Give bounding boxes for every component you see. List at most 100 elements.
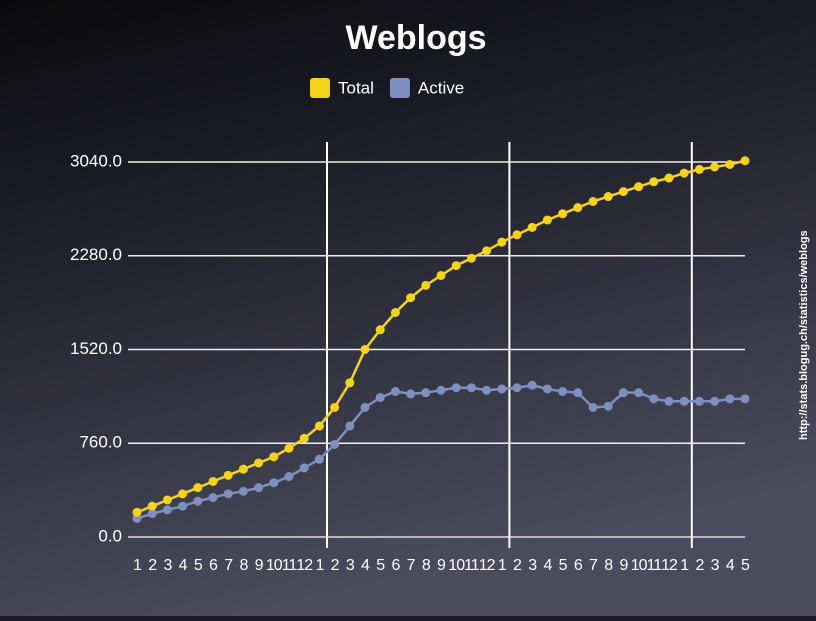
- data-point: [451, 261, 461, 271]
- data-point: [132, 513, 142, 523]
- data-point: [725, 394, 735, 404]
- data-point: [436, 385, 446, 395]
- data-point: [284, 443, 294, 453]
- x-tick-label: 10: [448, 557, 465, 574]
- x-tick-label: 6: [209, 557, 218, 574]
- data-point: [193, 496, 203, 506]
- legend-label: Active: [418, 78, 464, 97]
- data-point: [527, 222, 537, 232]
- data-point: [497, 384, 507, 394]
- x-tick-label: 10: [266, 557, 283, 574]
- data-point: [162, 505, 172, 515]
- data-point: [725, 159, 735, 169]
- x-tick-label: 12: [296, 557, 313, 574]
- data-point: [299, 463, 309, 473]
- source-note: http://stats.blogug.ch/statistics/weblog…: [798, 230, 810, 440]
- x-tick-label: 4: [726, 557, 735, 574]
- data-point: [497, 237, 507, 247]
- x-tick-label: 2: [695, 557, 704, 574]
- data-point: [694, 396, 704, 406]
- x-tick-label: 6: [391, 557, 400, 574]
- data-point: [618, 388, 628, 398]
- data-point: [299, 433, 309, 443]
- data-point: [679, 396, 689, 406]
- x-tick-label: 10: [631, 557, 648, 574]
- x-tick-label: 4: [179, 557, 188, 574]
- data-point: [512, 383, 522, 393]
- data-point: [482, 385, 492, 395]
- x-tick-label: 5: [741, 557, 750, 574]
- data-point: [542, 384, 552, 394]
- data-point: [664, 173, 674, 183]
- x-tick-label: 8: [422, 557, 431, 574]
- x-tick-label: 3: [163, 557, 172, 574]
- x-tick-label: 12: [479, 557, 496, 574]
- x-tick-label: 3: [528, 557, 537, 574]
- data-point: [238, 486, 248, 496]
- data-point: [634, 182, 644, 192]
- x-tick-label: 3: [346, 557, 355, 574]
- data-point: [178, 501, 188, 511]
- data-point: [360, 402, 370, 412]
- data-point: [466, 253, 476, 263]
- data-point: [588, 402, 598, 412]
- data-point: [512, 230, 522, 240]
- legend-label: Total: [338, 78, 374, 97]
- x-tick-label: 8: [239, 557, 248, 574]
- data-point: [330, 439, 340, 449]
- x-tick-label: 7: [224, 557, 233, 574]
- data-point: [314, 421, 324, 431]
- data-point: [740, 156, 750, 166]
- x-tick-label: 2: [513, 557, 522, 574]
- data-point: [451, 383, 461, 393]
- data-point: [618, 187, 628, 197]
- data-point: [375, 393, 385, 403]
- data-point: [223, 489, 233, 499]
- x-tick-label: 1: [680, 557, 689, 574]
- x-tick-label: 6: [574, 557, 583, 574]
- data-point: [573, 203, 583, 213]
- data-point: [573, 388, 583, 398]
- data-point: [269, 452, 279, 462]
- x-tick-label: 5: [559, 557, 568, 574]
- data-point: [588, 196, 598, 206]
- data-point: [208, 476, 218, 486]
- x-tick-label: 9: [619, 557, 628, 574]
- data-point: [649, 394, 659, 404]
- x-tick-label: 1: [315, 557, 324, 574]
- data-point: [710, 162, 720, 172]
- data-point: [406, 293, 416, 303]
- data-point: [132, 507, 142, 517]
- x-tick-label: 1: [498, 557, 507, 574]
- data-point: [284, 472, 294, 482]
- data-point: [193, 483, 203, 493]
- x-tick-label: 9: [255, 557, 264, 574]
- y-tick-label: 760.0: [79, 433, 122, 452]
- y-tick-label: 0.0: [98, 526, 122, 545]
- legend-swatch: [310, 78, 330, 98]
- x-tick-label: 8: [604, 557, 613, 574]
- data-point: [147, 501, 157, 511]
- data-point: [375, 325, 385, 335]
- x-tick-label: 2: [148, 557, 157, 574]
- data-point: [254, 483, 264, 493]
- data-point: [694, 164, 704, 174]
- x-tick-label: 2: [331, 557, 340, 574]
- x-tick-label: 7: [589, 557, 598, 574]
- x-tick-label: 11: [464, 557, 480, 574]
- data-point: [178, 489, 188, 499]
- data-point: [634, 388, 644, 398]
- x-tick-label: 12: [661, 557, 678, 574]
- data-point: [223, 470, 233, 480]
- data-point: [390, 307, 400, 317]
- data-point: [421, 280, 431, 290]
- data-point: [436, 270, 446, 280]
- y-tick-label: 3040.0: [70, 151, 122, 170]
- data-point: [710, 396, 720, 406]
- x-tick-label: 1: [133, 557, 142, 574]
- data-point: [390, 386, 400, 396]
- x-tick-label: 9: [437, 557, 446, 574]
- data-point: [421, 388, 431, 398]
